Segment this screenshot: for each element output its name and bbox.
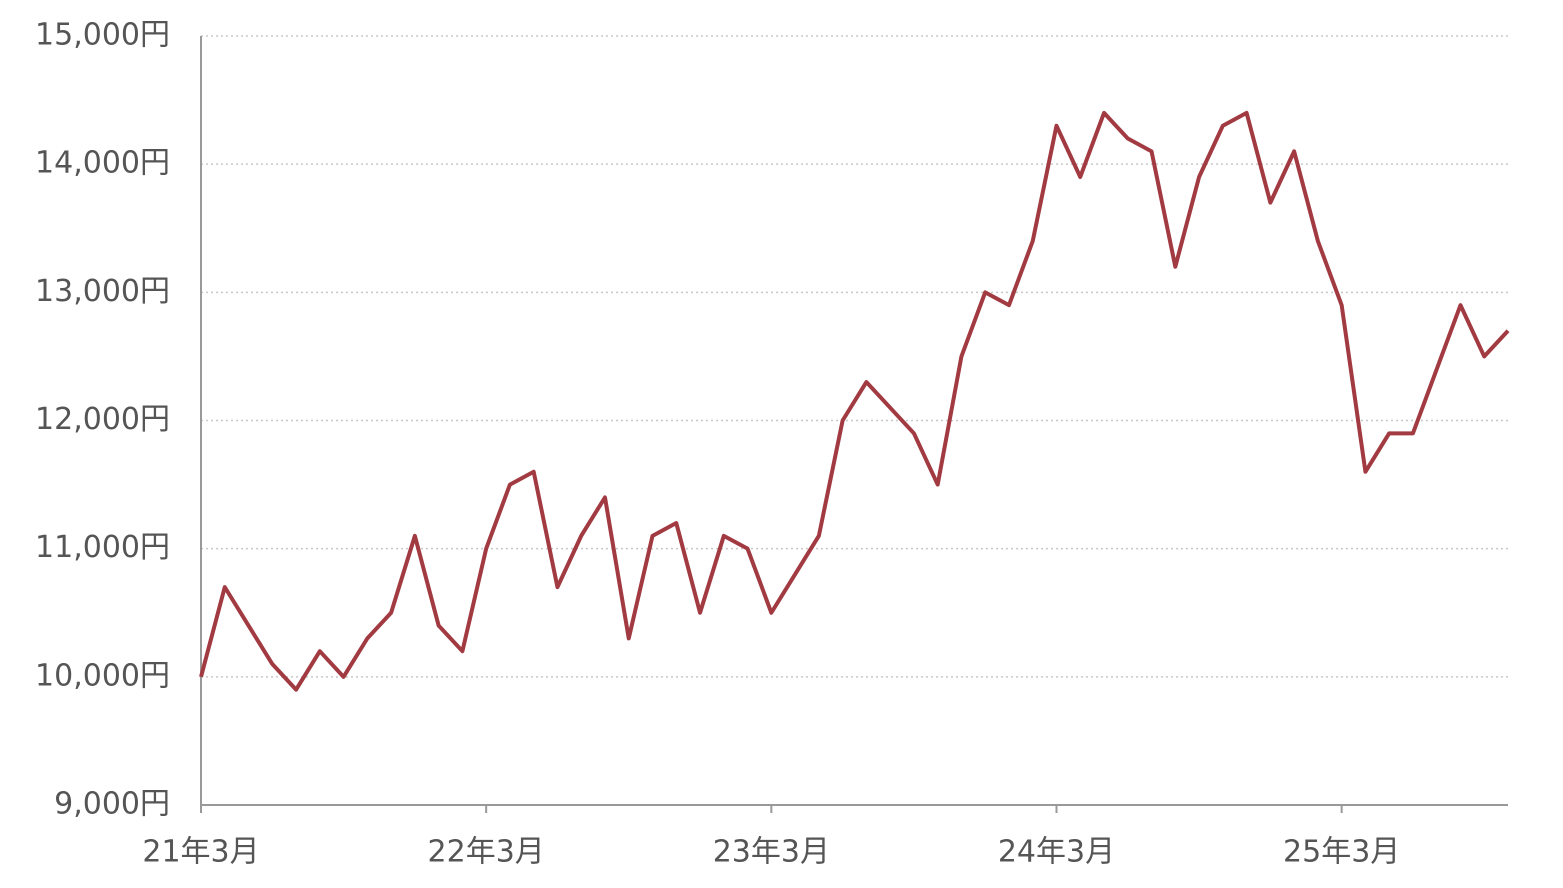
y-tick-label: 14,000円 [35, 146, 170, 181]
x-tick-label: 23年3月 [713, 835, 830, 870]
y-tick-label: 12,000円 [35, 402, 170, 437]
x-tick-label: 24年3月 [998, 835, 1115, 870]
x-tick-label: 22年3月 [428, 835, 545, 870]
y-tick-label: 13,000円 [35, 274, 170, 309]
y-tick-label: 11,000円 [35, 530, 170, 565]
x-tick-label: 21年3月 [142, 835, 259, 870]
y-tick-label: 10,000円 [35, 658, 170, 693]
line-series [199, 110, 1510, 692]
y-tick-label: 15,000円 [35, 18, 170, 53]
x-tick-label: 25年3月 [1283, 835, 1400, 870]
y-tick-label: 9,000円 [54, 787, 170, 822]
